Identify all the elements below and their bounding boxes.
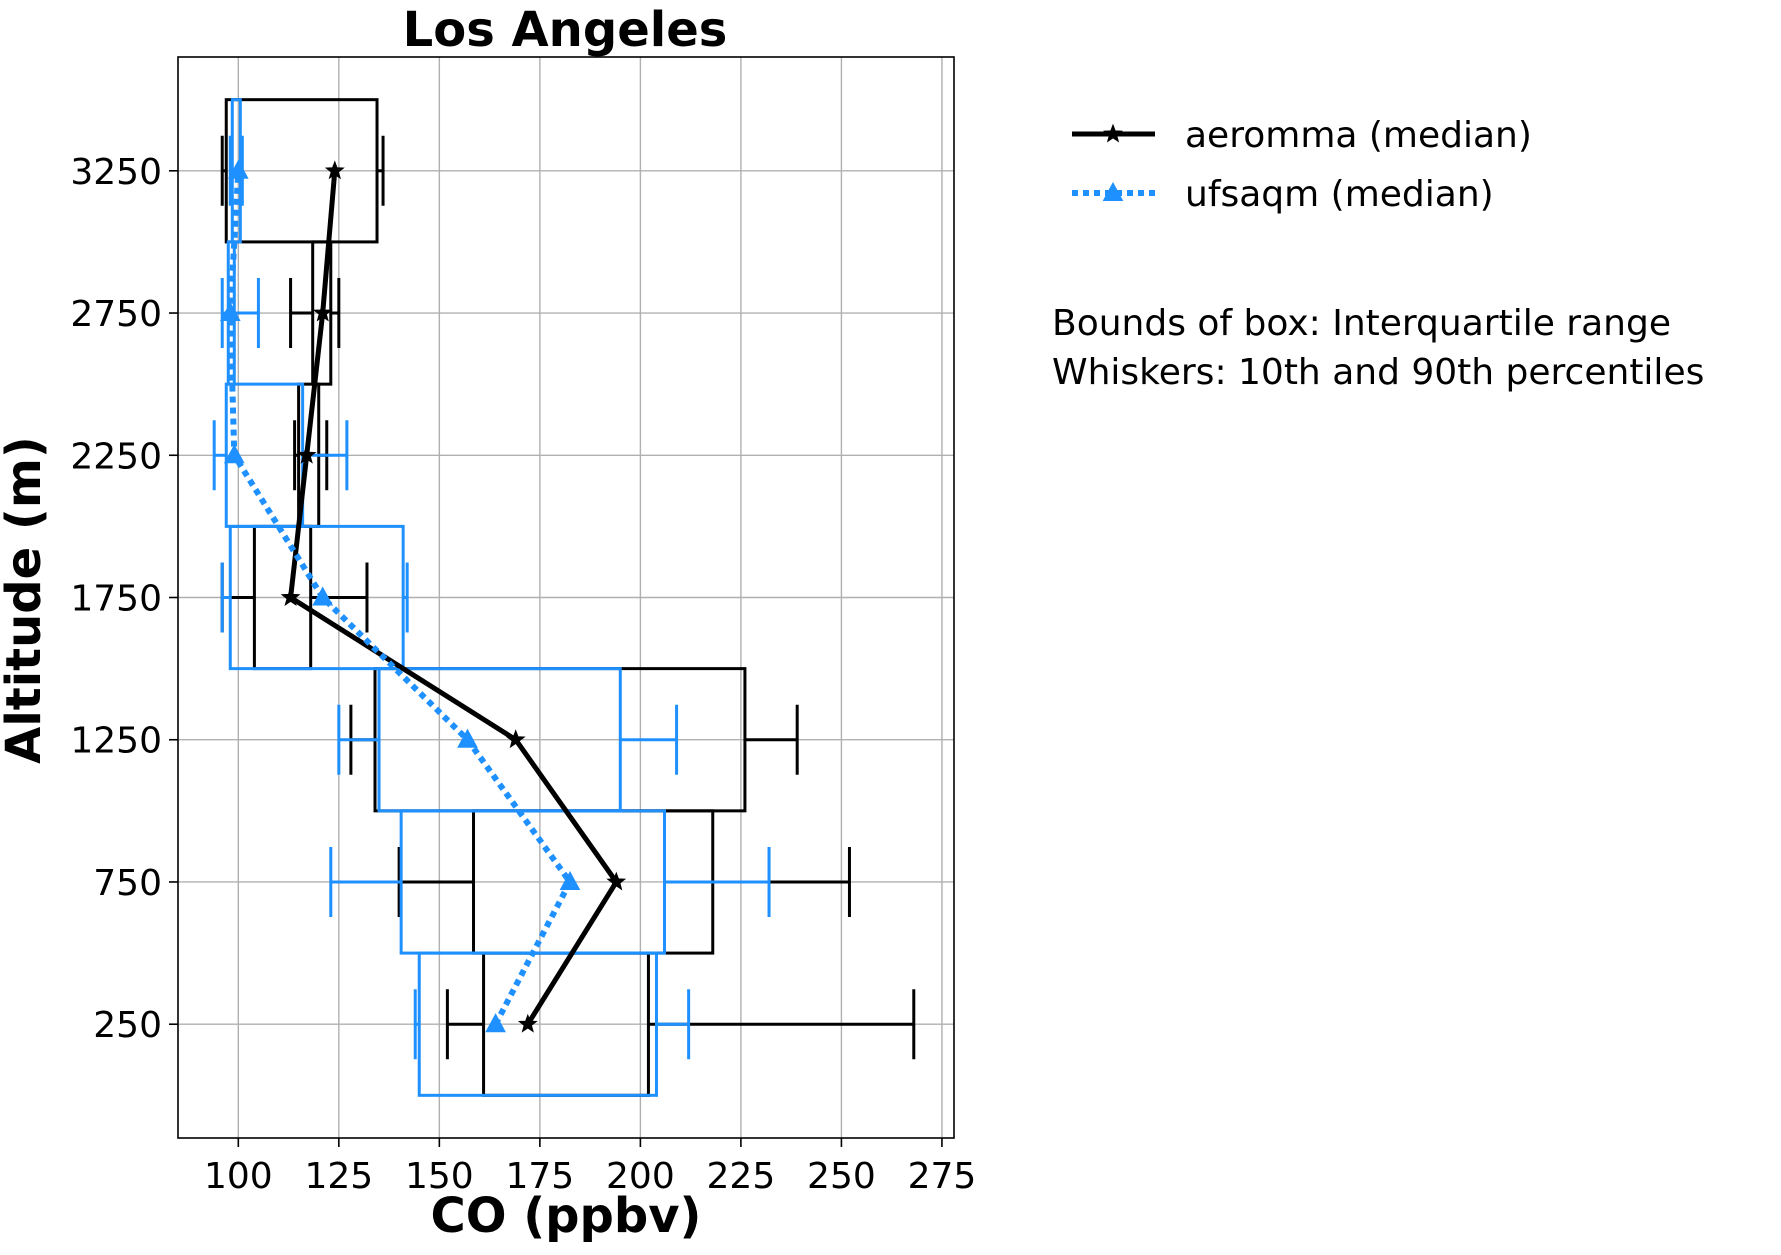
x-tick-label-6: 250 (807, 1156, 876, 1197)
note-line-0: Bounds of box: Interquartile range (1052, 303, 1671, 344)
median-marker-0-4 (296, 444, 317, 464)
legend-label-1: ufsaqm (median) (1185, 174, 1494, 215)
note-line-1: Whiskers: 10th and 90th percentiles (1052, 352, 1704, 393)
legend-marker-0 (1103, 123, 1123, 143)
y-tick-label-2: 1250 (70, 721, 162, 762)
x-tick-label-5: 225 (707, 1156, 776, 1197)
grid (178, 57, 954, 1138)
y-axis-ticks: 250 750 1250 1750 2250 2750 3250 (70, 152, 178, 1046)
median-marker-0-0 (517, 1013, 538, 1033)
median-marker-0-3 (280, 587, 301, 606)
y-tick-label-5: 2750 (70, 294, 162, 335)
legend-label-0: aeromma (median) (1185, 115, 1532, 156)
median-marker-1-4 (223, 444, 245, 464)
y-tick-label-6: 3250 (70, 152, 162, 193)
x-tick-label-0: 100 (204, 1156, 273, 1197)
median-marker-1-6 (227, 159, 249, 179)
legend-marker-1 (1102, 181, 1124, 201)
notes: Bounds of box: Interquartile range Whiske… (1052, 303, 1704, 393)
median-marker-0-2 (505, 729, 526, 749)
x-axis-ticks: 100 125 150 175 200 225 250 275 (204, 1138, 976, 1197)
median-marker-0-6 (324, 160, 345, 180)
series-boxes-1 (212, 98, 771, 1097)
x-axis-label: CO (ppbv) (431, 1188, 702, 1244)
y-tick-label-3: 1750 (70, 579, 162, 620)
chart-title: Los Angeles (403, 2, 728, 58)
boxes (212, 98, 916, 1097)
x-tick-label-7: 275 (908, 1156, 977, 1197)
median-marker-1-2 (457, 728, 478, 748)
x-tick-label-1: 125 (304, 1156, 373, 1197)
y-tick-label-1: 750 (93, 863, 162, 904)
y-tick-label-0: 250 (93, 1005, 162, 1046)
x-tick-label-2: 150 (405, 1156, 474, 1197)
median-marker-0-5 (312, 302, 333, 322)
series-median-1 (219, 159, 581, 1033)
x-tick-label-4: 200 (606, 1156, 675, 1197)
median-marker-1-1 (559, 870, 581, 890)
median-lines (219, 159, 627, 1033)
median-marker-1-5 (219, 301, 241, 321)
median-marker-1-0 (485, 1013, 506, 1033)
y-axis-label: Altitude (m) (0, 436, 52, 764)
legend: aeromma (median) ufsaqm (median) (1072, 115, 1532, 215)
series-median-0 (280, 160, 627, 1033)
median-marker-1-3 (312, 586, 334, 606)
x-tick-label-3: 175 (506, 1156, 575, 1197)
median-marker-0-1 (606, 871, 627, 891)
y-tick-label-4: 2250 (70, 436, 162, 477)
